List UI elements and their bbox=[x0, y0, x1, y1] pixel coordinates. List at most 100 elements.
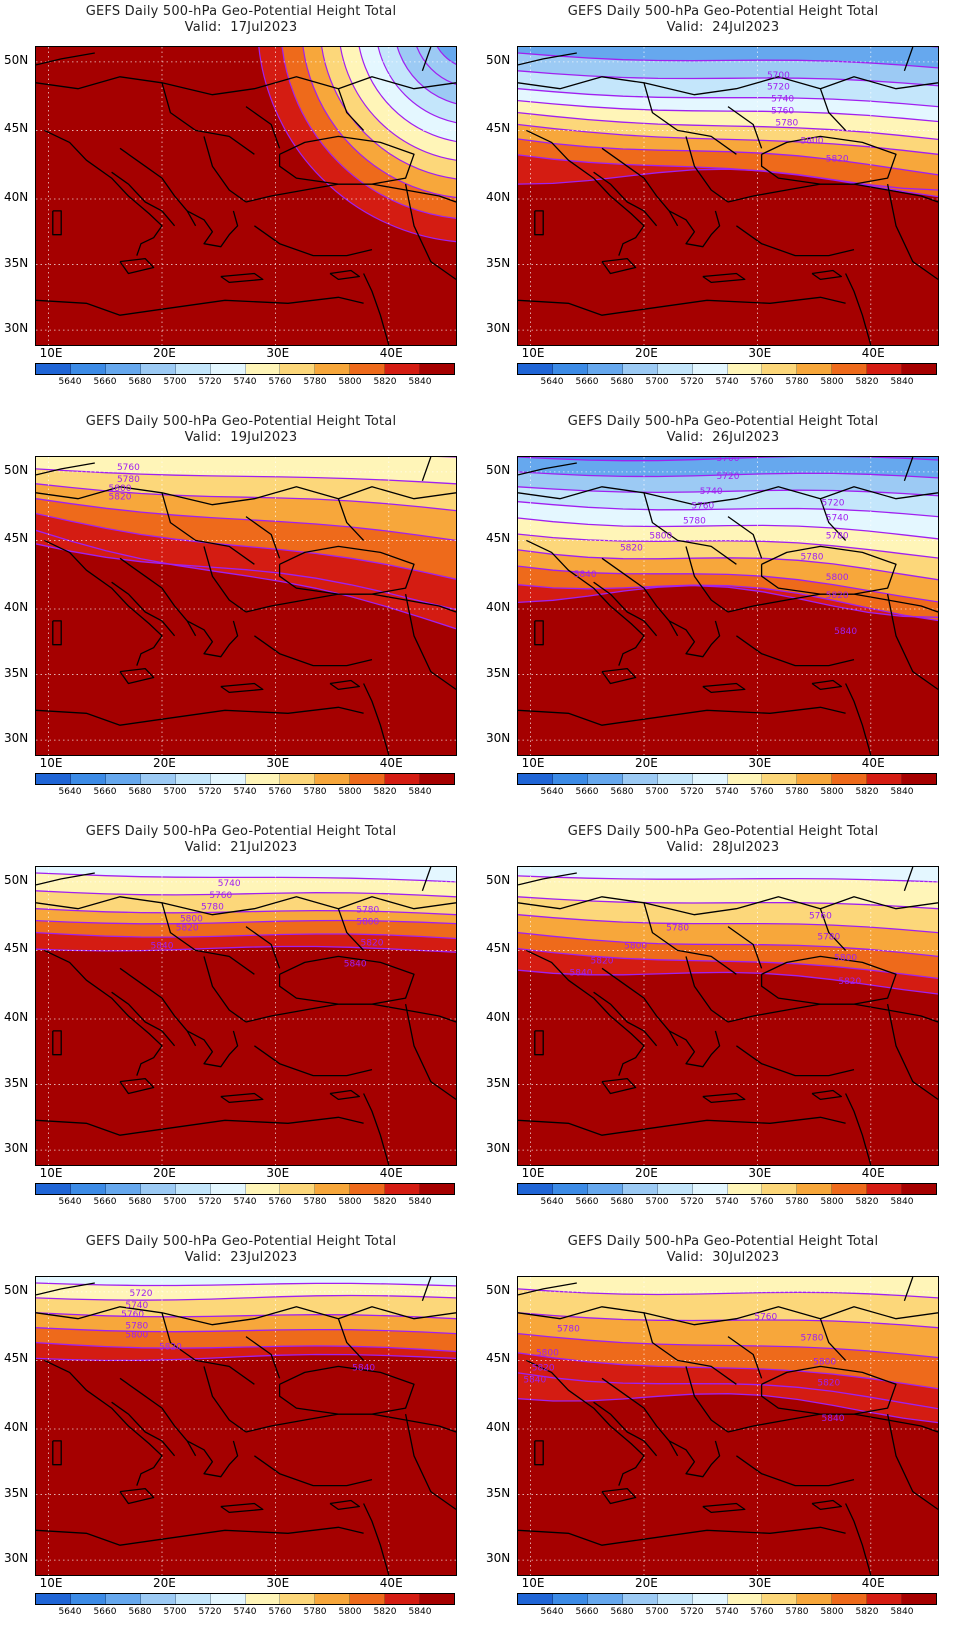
colorbar-level-label: 5760 bbox=[268, 787, 292, 797]
height-contour bbox=[36, 931, 456, 940]
colorbar-swatch bbox=[210, 364, 246, 374]
colorbar-level-label: 5660 bbox=[93, 1607, 117, 1617]
colorbar-swatch bbox=[105, 774, 141, 784]
colorbar-level-label: 5720 bbox=[198, 1197, 222, 1207]
map-panel: GEFS Daily 500-hPa Geo-Potential Height … bbox=[482, 820, 964, 1230]
height-contour bbox=[36, 872, 456, 883]
colorbar-level-label: 5700 bbox=[163, 1197, 187, 1207]
colorbar bbox=[35, 1593, 455, 1605]
panel-valid-date: Valid: 17Jul2023 bbox=[0, 20, 482, 36]
colorbar-swatch bbox=[70, 1594, 106, 1604]
map-area: 5740 5760 5780 5800 5820 5840 5780 5800 5820 5840 bbox=[35, 866, 457, 1166]
coastline-border bbox=[44, 1359, 163, 1486]
coastline-border bbox=[668, 210, 721, 248]
coastline-border bbox=[329, 1499, 361, 1511]
latitude-tick-label: 35N bbox=[486, 1075, 511, 1090]
coastline-border bbox=[119, 557, 197, 637]
longitude-tick-label: 30E bbox=[266, 756, 290, 770]
valid-date: 21Jul2023 bbox=[230, 840, 298, 855]
height-contour bbox=[36, 945, 456, 953]
colorbar-swatch bbox=[140, 1594, 176, 1604]
coastline-border bbox=[220, 1502, 264, 1514]
colorbar-level-label: 5840 bbox=[408, 1607, 432, 1617]
coastline-border bbox=[278, 135, 415, 185]
colorbar-swatch bbox=[867, 1594, 903, 1604]
longitude-tick-label: 10E bbox=[39, 756, 63, 770]
colorbar-swatch bbox=[727, 774, 763, 784]
coastline-border bbox=[36, 872, 95, 886]
coastline-border bbox=[36, 1282, 95, 1296]
coastline-border bbox=[518, 486, 938, 506]
coastline-border bbox=[203, 956, 247, 1023]
colorbar-level-label: 5640 bbox=[58, 1607, 82, 1617]
map-area: 5760 5780 5800 5820 bbox=[35, 456, 457, 756]
coastline-border bbox=[36, 296, 364, 316]
colorbar bbox=[517, 363, 937, 375]
latitude-tick-label: 50N bbox=[486, 1282, 511, 1297]
colorbar-level-label: 5700 bbox=[163, 787, 187, 797]
valid-label: Valid: bbox=[184, 20, 222, 35]
coastline-border bbox=[119, 1487, 155, 1505]
contour-label: 5780 bbox=[826, 532, 849, 542]
colorbar-swatch bbox=[105, 1184, 141, 1194]
colorbar bbox=[35, 1183, 455, 1195]
coastline-border bbox=[161, 82, 255, 155]
colorbar-level-label: 5640 bbox=[540, 1607, 564, 1617]
contour-label: 5700 bbox=[717, 457, 740, 464]
panel-title: GEFS Daily 500-hPa Geo-Potential Height … bbox=[85, 414, 397, 429]
colorbar-level-label: 5680 bbox=[610, 377, 634, 387]
colorbar bbox=[517, 1183, 937, 1195]
map-panel: GEFS Daily 500-hPa Geo-Potential Height … bbox=[482, 0, 964, 410]
map-area: 5780 5800 5820 5840 5760 5780 5800 5820 bbox=[517, 866, 939, 1166]
latitude-tick-label: 40N bbox=[486, 189, 511, 204]
coastline-border bbox=[254, 1045, 373, 1077]
coastline-border bbox=[36, 1306, 456, 1326]
contour-label: 5840 bbox=[151, 942, 174, 952]
colorbar-level-label: 5680 bbox=[128, 1197, 152, 1207]
height-contour bbox=[518, 565, 938, 603]
coastline-border bbox=[404, 1413, 456, 1510]
colorbar-level-label: 5820 bbox=[855, 1607, 879, 1617]
height-contour bbox=[518, 584, 938, 622]
longitude-tick-label: 40E bbox=[379, 756, 403, 770]
latitude-tick-label: 35N bbox=[4, 255, 29, 270]
colorbar-swatch bbox=[657, 364, 693, 374]
colorbar-swatch bbox=[797, 364, 833, 374]
colorbar-swatch bbox=[622, 1184, 658, 1194]
colorbar-level-label: 5780 bbox=[785, 1607, 809, 1617]
coastline-border bbox=[203, 1366, 247, 1433]
colorbar-swatch bbox=[692, 774, 728, 784]
longitude-tick-label: 10E bbox=[521, 1166, 545, 1180]
coastline-border bbox=[404, 183, 456, 280]
colorbar-swatch bbox=[420, 1594, 455, 1604]
colorbar-level-label: 5820 bbox=[855, 1197, 879, 1207]
colorbar-swatch bbox=[280, 364, 316, 374]
latitude-tick-label: 40N bbox=[486, 599, 511, 614]
colorbar-level-label: 5700 bbox=[645, 1197, 669, 1207]
coastline-border bbox=[337, 908, 365, 951]
panel-valid-date: Valid: 24Jul2023 bbox=[482, 20, 964, 36]
coastline-border bbox=[727, 516, 763, 559]
longitude-tick-label: 20E bbox=[635, 756, 658, 770]
coastline-border bbox=[363, 683, 390, 755]
coastline-border bbox=[52, 620, 62, 646]
colorbar-level-label: 5820 bbox=[373, 377, 397, 387]
map-area: 5720 5740 5760 5780 5800 5820 5840 bbox=[35, 1276, 457, 1576]
coastline-border bbox=[518, 296, 846, 316]
colorbar-level-label: 5720 bbox=[198, 377, 222, 387]
height-contour bbox=[36, 529, 456, 630]
coastline-border bbox=[534, 620, 544, 646]
colorbar-level-label: 5740 bbox=[715, 1197, 739, 1207]
colorbar-swatch bbox=[762, 774, 798, 784]
colorbar-level-label: 5680 bbox=[128, 787, 152, 797]
coastline-border bbox=[36, 462, 95, 476]
colorbar-level-label: 5780 bbox=[303, 1607, 327, 1617]
coastline-border bbox=[52, 210, 62, 236]
longitude-tick-label: 30E bbox=[266, 1576, 290, 1590]
coastline-border bbox=[119, 1377, 197, 1457]
map-area bbox=[35, 46, 457, 346]
contour-label: 5800 bbox=[826, 573, 849, 583]
coastline-border bbox=[643, 1312, 737, 1385]
coastline-border bbox=[119, 967, 197, 1047]
